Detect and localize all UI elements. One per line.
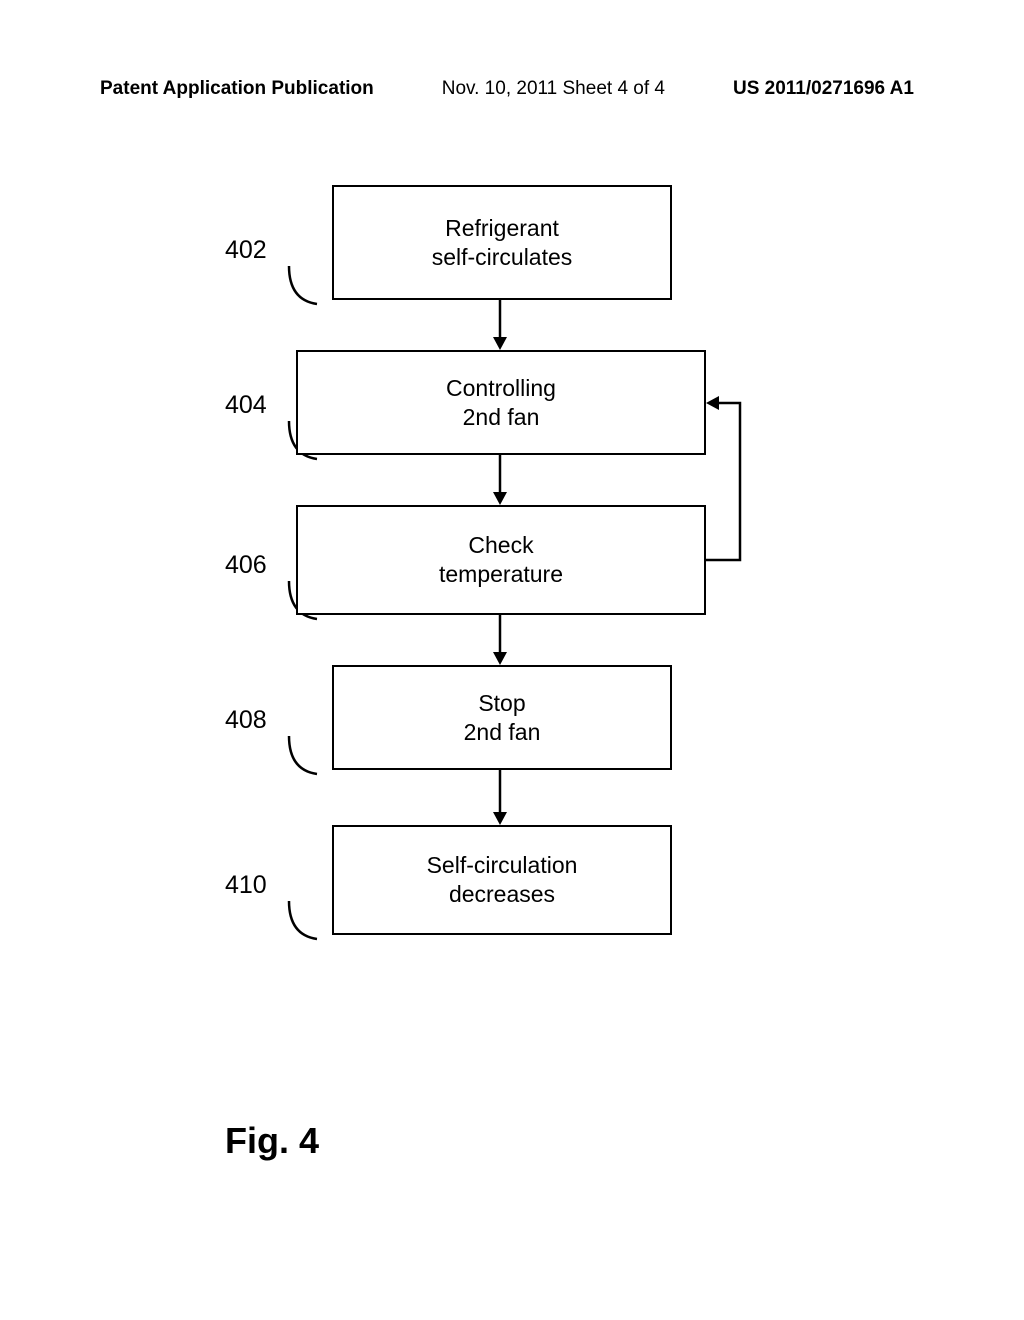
arrow-404-406: [488, 455, 512, 507]
node-box-408: Stop 2nd fan: [332, 665, 672, 770]
node-text-line1: Refrigerant: [445, 214, 559, 243]
header-right: US 2011/0271696 A1: [733, 78, 914, 100]
header-center: Nov. 10, 2011 Sheet 4 of 4: [442, 78, 665, 100]
flow-node-410: 410 Self-circulation decreases: [225, 825, 315, 935]
callout-line: [287, 899, 321, 943]
node-text-line2: decreases: [449, 880, 555, 909]
flow-node-408: 408 Stop 2nd fan: [225, 665, 315, 770]
node-text-line2: temperature: [439, 560, 563, 589]
arrow-406-408: [488, 615, 512, 667]
node-text-line1: Check: [468, 531, 533, 560]
node-text-line1: Stop: [478, 689, 525, 718]
arrow-408-410: [488, 770, 512, 827]
node-text-line1: Controlling: [446, 374, 556, 403]
node-box-406: Check temperature: [296, 505, 706, 615]
flow-node-402: 402 Refrigerant self-circulates: [225, 185, 315, 300]
arrow-402-404: [488, 300, 512, 352]
callout-line: [287, 264, 321, 308]
node-text-line2: 2nd fan: [463, 403, 540, 432]
node-label-402: 402: [225, 236, 267, 265]
node-label-410: 410: [225, 871, 267, 900]
flow-node-404: 404 Controlling 2nd fan: [225, 350, 315, 455]
node-text-line2: 2nd fan: [464, 718, 541, 747]
node-text-line1: Self-circulation: [427, 851, 578, 880]
node-label-406: 406: [225, 551, 267, 580]
node-label-408: 408: [225, 706, 267, 735]
flow-node-406: 406 Check temperature: [225, 505, 315, 615]
feedback-arrow-406-404: [704, 389, 754, 562]
node-box-410: Self-circulation decreases: [332, 825, 672, 935]
node-label-404: 404: [225, 391, 267, 420]
page-header: Patent Application Publication Nov. 10, …: [0, 78, 1024, 100]
callout-line: [287, 734, 321, 778]
node-text-line2: self-circulates: [432, 243, 573, 272]
node-box-402: Refrigerant self-circulates: [332, 185, 672, 300]
node-box-404: Controlling 2nd fan: [296, 350, 706, 455]
header-left: Patent Application Publication: [100, 78, 374, 100]
figure-label: Fig. 4: [225, 1120, 319, 1162]
